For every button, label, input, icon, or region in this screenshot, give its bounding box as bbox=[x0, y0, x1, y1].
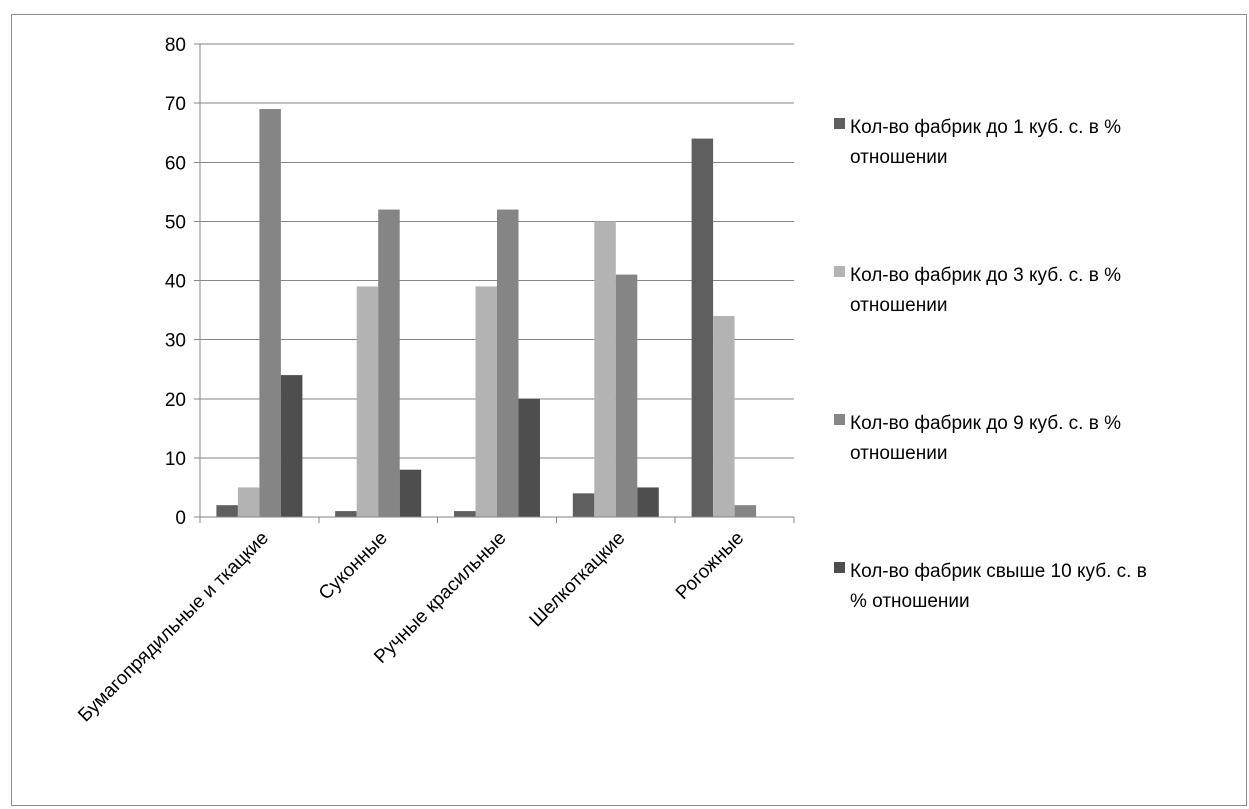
legend-item: Кол-во фабрик до 1 куб. с. в % отношении bbox=[834, 117, 1121, 168]
legend-swatch bbox=[834, 266, 845, 277]
y-tick-label: 70 bbox=[165, 94, 186, 115]
bar-series-1-cat-5 bbox=[691, 138, 714, 517]
legend-label: Кол-во фабрик до 3 куб. с. в % bbox=[850, 265, 1121, 286]
legend-label: Кол-во фабрик до 9 куб. с. в % bbox=[850, 413, 1121, 434]
x-category-label: Суконные bbox=[315, 528, 392, 605]
legend-label: отношении bbox=[850, 443, 947, 464]
legend-label: Кол-во фабрик свыше 10 куб. с. в bbox=[850, 561, 1147, 582]
legend-swatch bbox=[834, 118, 845, 129]
x-category-label: Рогожные bbox=[672, 528, 748, 604]
x-category-label: Бумагопрядильные и ткацкие bbox=[74, 528, 273, 727]
x-category-labels: Бумагопрядильные и ткацкие СуконныеРучные… bbox=[74, 528, 748, 727]
bar-series-3-cat-3 bbox=[497, 209, 519, 518]
bar-series-2-cat-4 bbox=[594, 221, 616, 518]
bar-series-3-cat-1 bbox=[259, 109, 281, 517]
bar-series-1-cat-3 bbox=[454, 511, 476, 517]
y-tick-label: 80 bbox=[165, 35, 186, 56]
y-tick-label: 40 bbox=[165, 272, 186, 293]
bar-series-1-cat-1 bbox=[216, 505, 238, 517]
y-tick-labels: 0 10 20 30 40 50 60 70 80 bbox=[165, 35, 186, 529]
bar-series-4-cat-3 bbox=[518, 398, 540, 517]
y-tick-label: 20 bbox=[165, 390, 186, 411]
x-category-label: Ручные красильные bbox=[370, 528, 510, 668]
legend-swatch bbox=[834, 414, 845, 425]
y-tick-label: 30 bbox=[165, 331, 186, 352]
legend-label: Кол-во фабрик до 1 куб. с. в % bbox=[850, 117, 1121, 138]
legend-label: отношении bbox=[850, 295, 947, 316]
legend-swatch bbox=[834, 562, 845, 573]
legend-label: отношении bbox=[850, 147, 947, 168]
legend-item: Кол-во фабрик до 3 куб. с. в % отношении bbox=[834, 265, 1121, 316]
bar-series-3-cat-2 bbox=[378, 209, 400, 518]
bar-series-3-cat-4 bbox=[615, 274, 638, 517]
bar-series-4-cat-2 bbox=[399, 469, 422, 517]
bar-series-3-cat-5 bbox=[734, 505, 757, 517]
bar-series-2-cat-3 bbox=[475, 286, 497, 517]
bar-series-4-cat-1 bbox=[280, 375, 303, 517]
bar-series-2-cat-2 bbox=[356, 286, 379, 517]
legend-item: Кол-во фабрик свыше 10 куб. с. в % отноше… bbox=[834, 561, 1147, 612]
legend-item: Кол-во фабрик до 9 куб. с. в % отношении bbox=[834, 413, 1121, 464]
y-tick-label: 0 bbox=[175, 508, 186, 529]
y-tick-label: 50 bbox=[165, 212, 186, 233]
y-tick-label: 60 bbox=[165, 153, 186, 174]
legend-label: % отношении bbox=[850, 591, 970, 612]
legend: Кол-во фабрик до 1 куб. с. в %отношенииК… bbox=[834, 117, 1147, 612]
axes bbox=[194, 43, 795, 523]
y-tick-label: 10 bbox=[165, 449, 186, 470]
x-category-label: Шелкоткацкие bbox=[526, 528, 630, 632]
bar-series-1-cat-4 bbox=[572, 493, 595, 517]
bar-series-1-cat-2 bbox=[335, 511, 357, 517]
bar-series-2-cat-5 bbox=[713, 315, 735, 517]
bar-series-2-cat-1 bbox=[237, 487, 260, 517]
bar-series-4-cat-4 bbox=[637, 487, 659, 517]
bars bbox=[216, 109, 757, 518]
